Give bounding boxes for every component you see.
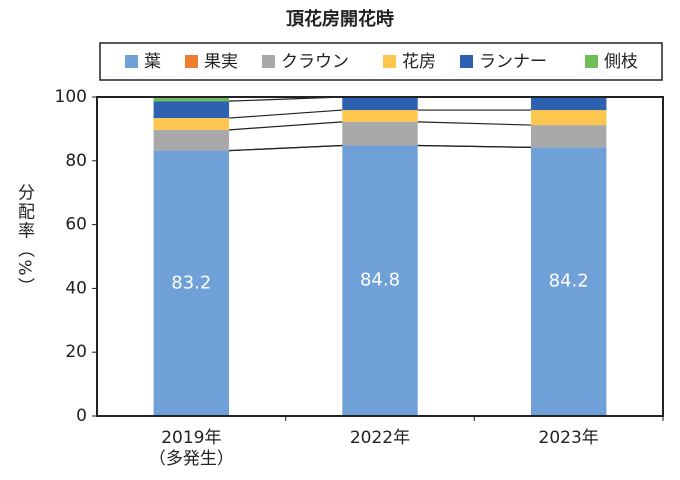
y-tick-label: 0: [76, 406, 87, 426]
x-tick-label: 2023年: [539, 428, 599, 448]
bar-segment: [342, 145, 418, 416]
bar-segment: [153, 129, 230, 151]
y-tick-label: 20: [65, 342, 87, 362]
legend-label: ランナー: [479, 52, 547, 72]
legend-label: クラウン: [281, 52, 349, 72]
bar-segment: [342, 110, 418, 122]
legend-marker: [585, 55, 598, 68]
x-tick-label: （多発生）: [149, 449, 234, 469]
bar-segment: [153, 118, 230, 130]
bar-segment: [153, 97, 230, 102]
connector-line: [229, 121, 343, 131]
y-axis-label: 分配率（%）: [14, 183, 35, 296]
legend-label: 果実: [204, 52, 238, 72]
legend-marker: [125, 55, 138, 68]
bar-segment: [342, 97, 418, 111]
legend-marker: [262, 55, 275, 68]
bar-segment: [530, 110, 607, 126]
legend-marker: [383, 55, 396, 68]
connector-line: [417, 144, 531, 149]
y-tick-label: 60: [65, 215, 87, 235]
data-label: 84.8: [360, 270, 400, 291]
bar-segment: [530, 125, 607, 148]
y-tick-label: 80: [65, 151, 87, 171]
y-tick-label: 40: [65, 278, 87, 298]
bar-segment: [530, 147, 607, 417]
bar-segment: [530, 97, 607, 111]
legend-label: 側枝: [604, 52, 638, 72]
legend-box: [99, 42, 663, 81]
y-tick-label: 100: [55, 87, 87, 107]
connector-line: [229, 144, 343, 152]
connector-line: [229, 109, 343, 119]
connector-line: [417, 121, 531, 126]
x-tick-label: 2019年: [161, 428, 221, 448]
legend-label: 花房: [402, 52, 436, 72]
data-label: 84.2: [549, 271, 589, 292]
legend-marker: [460, 55, 473, 68]
bar-segment: [342, 121, 418, 146]
legend-marker: [185, 55, 198, 68]
bar-segment: [153, 101, 230, 119]
x-tick-label: 2022年: [350, 428, 410, 448]
plot-frame: [96, 96, 664, 417]
legend-label: 葉: [144, 52, 161, 72]
bar-segment: [153, 150, 230, 417]
chart-title: 頂花房開花時: [286, 8, 394, 30]
data-label: 83.2: [171, 272, 211, 293]
